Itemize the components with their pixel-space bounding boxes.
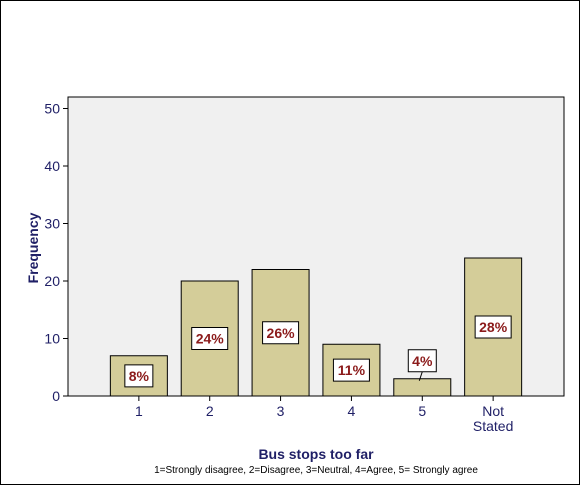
percent-label-box	[262, 321, 300, 345]
x-tick-label: 1	[135, 403, 143, 419]
percent-leader-line	[418, 371, 423, 381]
percent-label-box	[407, 349, 437, 373]
percent-label-box	[191, 327, 229, 350]
percent-label: 4%	[412, 353, 433, 369]
percent-label-box	[332, 358, 370, 382]
percent-label: 24%	[196, 331, 225, 347]
percent-label: 8%	[129, 368, 150, 384]
y-axis-label: Frequency	[25, 212, 41, 283]
y-tick-label: 40	[44, 158, 60, 174]
x-tick-label: 5	[418, 403, 426, 419]
y-tick-label: 50	[44, 101, 60, 117]
y-tick-label: 0	[52, 388, 60, 404]
x-tick-label: 4	[348, 403, 356, 419]
bar	[393, 378, 452, 397]
percent-label: 28%	[479, 319, 508, 335]
y-tick-label: 10	[44, 331, 60, 347]
y-tick-label: 30	[44, 216, 60, 232]
y-tick-label: 20	[44, 273, 60, 289]
x-axis-label: Bus stops too far	[258, 446, 374, 462]
x-tick-label: Stated	[473, 418, 513, 434]
x-tick-label: Not	[482, 403, 504, 419]
x-axis-note: 1=Strongly disagree, 2=Disagree, 3=Neutr…	[154, 465, 478, 476]
percent-label: 26%	[267, 325, 296, 341]
x-tick-label: 3	[277, 403, 285, 419]
percent-label-box	[474, 315, 512, 339]
percent-label-box	[124, 364, 154, 388]
percent-label: 11%	[338, 362, 366, 378]
x-tick-label: 2	[206, 403, 214, 419]
